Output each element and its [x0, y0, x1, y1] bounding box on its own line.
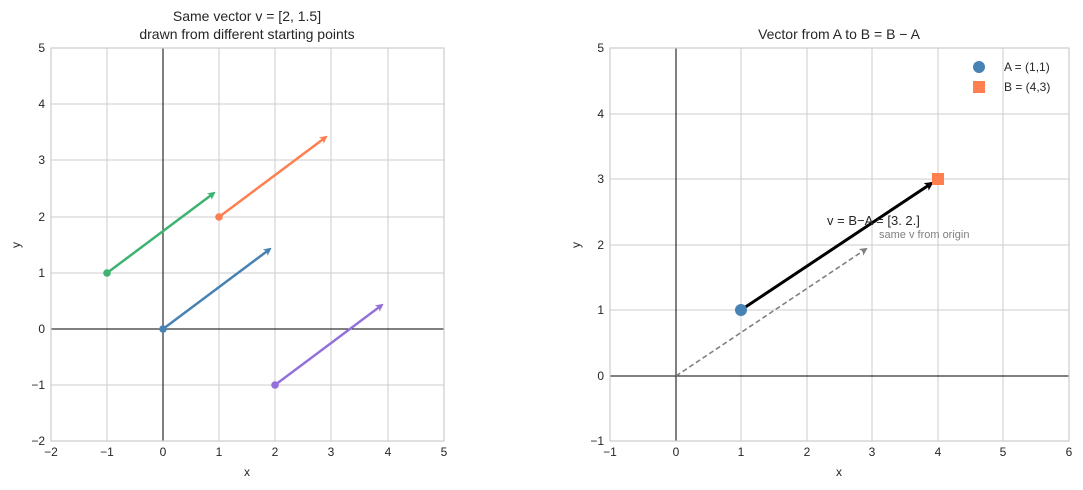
right-chart-title: Vector from A to B = B − A: [758, 26, 921, 42]
svg-text:4: 4: [935, 445, 942, 459]
legend-circle-icon: [973, 61, 985, 73]
left-y-axis-label: y: [9, 242, 23, 248]
right-plot-frame: [609, 47, 1070, 442]
legend-label-a: A = (1,1): [1004, 60, 1050, 74]
svg-text:4: 4: [385, 445, 392, 459]
legend-square-icon: [973, 81, 985, 93]
left-x-axis-label: x: [244, 465, 250, 479]
svg-text:3: 3: [869, 445, 876, 459]
annotation-origin-label: same v from origin: [879, 229, 969, 241]
svg-text:3: 3: [328, 445, 335, 459]
svg-text:5: 5: [38, 41, 45, 55]
svg-text:1: 1: [738, 445, 745, 459]
svg-text:6: 6: [1066, 445, 1073, 459]
start-point-green: [103, 269, 111, 277]
left-chart-title-line2: drawn from different starting points: [139, 26, 354, 42]
svg-text:2: 2: [597, 238, 604, 252]
arrow-green: [106, 191, 216, 275]
svg-text:2: 2: [272, 445, 279, 459]
start-point-purple: [271, 381, 279, 389]
left-chart: Same vector v = [2, 1.5] drawn from diff…: [9, 8, 448, 479]
point-a: [735, 304, 747, 316]
svg-text:−2: −2: [44, 445, 58, 459]
arrow-purple: [274, 303, 384, 387]
svg-text:1: 1: [216, 445, 223, 459]
svg-text:2: 2: [804, 445, 811, 459]
point-b: [932, 173, 944, 185]
left-arrows: [103, 135, 384, 389]
right-chart: Vector from A to B = B − A v = B−A = [3.…: [569, 26, 1073, 479]
arrow-a-to-b: [740, 181, 934, 312]
svg-text:3: 3: [38, 153, 45, 167]
svg-text:5: 5: [1000, 445, 1007, 459]
svg-text:−1: −1: [603, 445, 617, 459]
svg-text:0: 0: [673, 445, 680, 459]
left-grid: [51, 48, 444, 441]
svg-text:−1: −1: [590, 434, 604, 448]
left-chart-title-line1: Same vector v = [2, 1.5]: [173, 8, 321, 24]
annotation-vector-label: v = B−A = [3. 2.]: [827, 213, 920, 228]
arrow-steelblue: [162, 247, 272, 331]
arrow-coral: [218, 135, 328, 219]
right-y-axis-label: y: [569, 242, 583, 248]
svg-text:−1: −1: [31, 378, 45, 392]
start-point-coral: [215, 213, 223, 221]
svg-text:5: 5: [441, 445, 448, 459]
right-x-ticks: −1 0 1 2 3 4 5 6: [603, 445, 1073, 459]
left-x-ticks: −2 −1 0 1 2 3 4 5: [44, 445, 448, 459]
svg-text:0: 0: [597, 369, 604, 383]
svg-text:−1: −1: [100, 445, 114, 459]
svg-text:1: 1: [597, 303, 604, 317]
svg-text:5: 5: [597, 41, 604, 55]
svg-text:3: 3: [597, 172, 604, 186]
legend: A = (1,1) B = (4,3): [973, 60, 1050, 94]
legend-label-b: B = (4,3): [1004, 80, 1050, 94]
svg-text:4: 4: [38, 97, 45, 111]
svg-text:4: 4: [597, 107, 604, 121]
dashed-origin-arrow: [675, 247, 868, 377]
svg-text:0: 0: [38, 322, 45, 336]
left-plot-frame: [50, 47, 445, 442]
svg-text:1: 1: [38, 266, 45, 280]
svg-text:0: 0: [160, 445, 167, 459]
start-point-steelblue: [159, 325, 167, 333]
right-y-ticks: −1 0 1 2 3 4 5: [590, 41, 604, 448]
right-x-axis-label: x: [836, 465, 842, 479]
svg-text:2: 2: [38, 210, 45, 224]
left-y-ticks: −2 −1 0 1 2 3 4 5: [31, 41, 45, 448]
svg-text:−2: −2: [31, 434, 45, 448]
